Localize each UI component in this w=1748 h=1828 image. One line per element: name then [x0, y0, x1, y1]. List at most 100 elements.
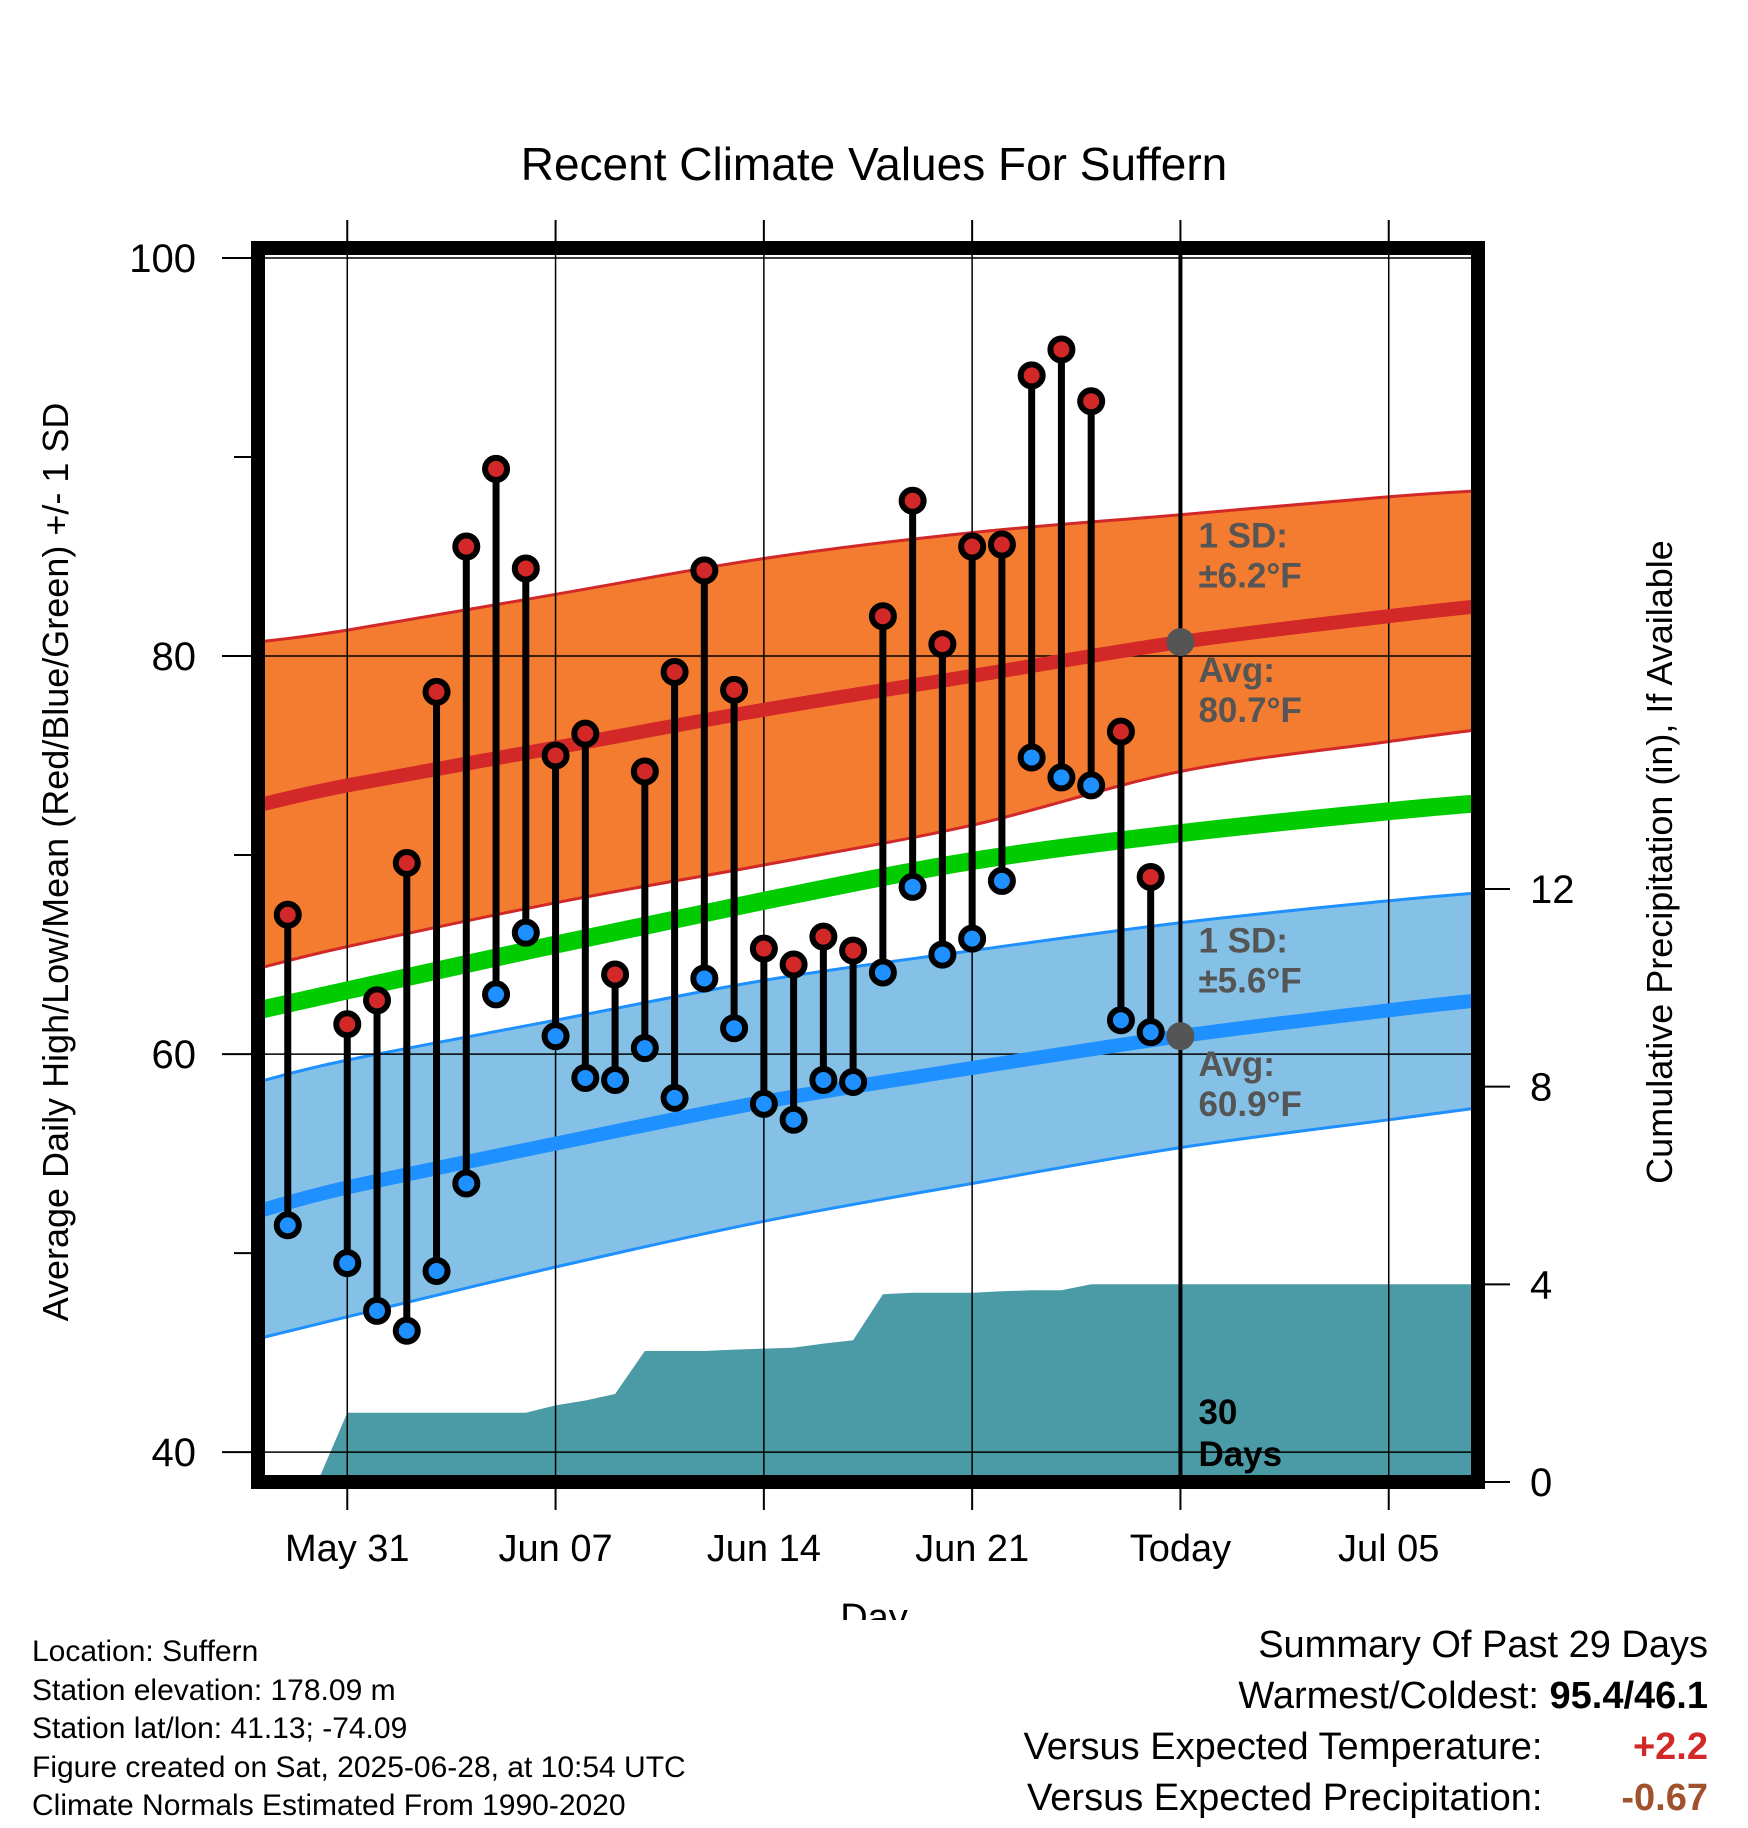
x-axis-label: Day — [840, 1597, 908, 1620]
observed-low-marker — [690, 964, 719, 993]
annotation-label-top: Avg: — [1198, 1045, 1274, 1084]
low-sd-band — [258, 892, 1478, 1339]
observed-low-marker — [1106, 1006, 1135, 1035]
observed-high-marker — [1106, 717, 1135, 746]
y-tick-label-left: 100 — [129, 237, 196, 281]
summary-panel: Summary Of Past 29 Days Warmest/Coldest:… — [1024, 1620, 1708, 1824]
x-tick-label: Jun 07 — [499, 1528, 613, 1570]
precipitation-area — [258, 1284, 1478, 1482]
observed-low-marker — [273, 1211, 302, 1240]
observed-low-marker — [1136, 1018, 1165, 1047]
observed-low-marker — [601, 1065, 630, 1094]
today-low-normal-marker — [1166, 1022, 1195, 1051]
observed-low-marker — [898, 872, 927, 901]
observed-low-marker — [660, 1083, 689, 1112]
observed-low-marker — [749, 1089, 778, 1118]
x-tick-label: Jul 05 — [1338, 1528, 1439, 1570]
observed-high-marker — [779, 950, 808, 979]
chart-title: Recent Climate Values For Suffern — [521, 138, 1228, 190]
observed-low-marker — [987, 866, 1016, 895]
x-tick-label: Jun 14 — [707, 1528, 821, 1570]
observed-low-marker — [541, 1022, 570, 1051]
annotation-label-top: 30 — [1198, 1393, 1237, 1432]
observed-low-marker — [571, 1063, 600, 1092]
observed-low-marker — [392, 1316, 421, 1345]
summary-temp-label: Versus Expected Temperature: — [1023, 1726, 1543, 1768]
summary-warm-cold-label: Warmest/Coldest: — [1238, 1675, 1539, 1717]
info-latlon: Station lat/lon: 41.13; -74.09 — [32, 1712, 408, 1745]
y-axis-label-right: Cumulative Precipitation (in), If Availa… — [1639, 540, 1680, 1184]
observed-high-marker — [630, 757, 659, 786]
observed-low-marker — [1047, 763, 1076, 792]
annotation-label-top: Avg: — [1198, 651, 1274, 690]
plot-frame — [251, 241, 1485, 1489]
y-tick-label-left: 60 — [152, 1033, 197, 1077]
observed-high-marker — [273, 900, 302, 929]
observed-low-marker — [630, 1034, 659, 1063]
high-sd-upper-line — [258, 489, 1478, 644]
annotation-label-bottom: 60.9°F — [1198, 1085, 1302, 1124]
annotation-label-top: 1 SD: — [1198, 922, 1287, 961]
observed-low-marker — [482, 980, 511, 1009]
x-tick-label: Jun 21 — [915, 1528, 1029, 1570]
observed-low-marker — [1077, 771, 1106, 800]
observed-low-marker — [333, 1249, 362, 1278]
observed-low-marker — [958, 924, 987, 953]
observed-high-marker — [928, 630, 957, 659]
info-created: Figure created on Sat, 2025-06-28, at 10… — [32, 1750, 686, 1784]
observed-high-marker — [333, 1010, 362, 1039]
info-elevation: Station elevation: 178.09 m — [32, 1673, 396, 1707]
annotation-label-bottom: ±6.2°F — [1198, 557, 1301, 596]
observed-low-marker — [511, 918, 540, 947]
annotation-label-top: 1 SD: — [1198, 517, 1287, 556]
observed-high-marker — [363, 986, 392, 1015]
observed-low-marker — [839, 1067, 868, 1096]
observed-high-marker — [511, 554, 540, 583]
summary-temp-value: +2.2 — [1632, 1726, 1708, 1768]
summary-title: Summary Of Past 29 Days — [1258, 1624, 1708, 1666]
observed-low-marker — [928, 940, 957, 969]
annotation-label-bottom: ±5.6°F — [1198, 962, 1301, 1001]
y-tick-label-right: 0 — [1530, 1461, 1552, 1505]
summary-temp-row: Versus Expected Temperature: +2.2 — [1024, 1722, 1708, 1773]
observed-low-marker — [1017, 743, 1046, 772]
annotation-label-bottom: 80.7°F — [1198, 691, 1302, 730]
observed-high-marker — [1136, 862, 1165, 891]
y-tick-label-right: 8 — [1530, 1066, 1552, 1110]
observed-high-marker — [1077, 387, 1106, 416]
observed-low-marker — [809, 1065, 838, 1094]
today-high-normal-marker — [1166, 628, 1195, 657]
station-info: Location: Suffern Station elevation: 178… — [32, 1633, 686, 1826]
x-tick-label: May 31 — [285, 1528, 410, 1570]
observed-low-marker — [779, 1105, 808, 1134]
observed-high-marker — [720, 675, 749, 704]
normal-high-line — [258, 599, 1478, 813]
observed-high-marker — [1047, 335, 1076, 364]
observed-low-marker — [363, 1296, 392, 1325]
y-tick-label-right: 12 — [1530, 868, 1575, 912]
observed-high-marker — [1017, 361, 1046, 390]
observed-high-marker — [809, 922, 838, 951]
observed-high-marker — [749, 934, 778, 963]
summary-warm-cold-row: Warmest/Coldest: 95.4/46.1 — [1024, 1671, 1708, 1722]
summary-precip-row: Versus Expected Precipitation: -0.67 — [1024, 1773, 1708, 1824]
high-sd-band — [258, 490, 1478, 969]
observed-low-marker — [868, 958, 897, 987]
observed-high-marker — [422, 677, 451, 706]
summary-precip-value: -0.67 — [1621, 1777, 1708, 1819]
climate-chart: Recent Climate Values For Suffern Averag… — [35, 138, 1680, 1620]
observed-high-marker — [660, 657, 689, 686]
info-normals: Climate Normals Estimated From 1990-2020 — [32, 1789, 626, 1822]
observed-high-marker — [392, 849, 421, 878]
y-axis-label-left: Average Daily High/Low/Mean (Red/Blue/Gr… — [35, 403, 76, 1322]
observed-high-marker — [541, 741, 570, 770]
observed-low-marker — [422, 1257, 451, 1286]
observed-high-marker — [898, 486, 927, 515]
observed-high-marker — [987, 530, 1016, 559]
observed-low-marker — [452, 1169, 481, 1198]
observed-low-marker — [720, 1014, 749, 1043]
observed-high-marker — [958, 532, 987, 561]
observed-high-marker — [482, 454, 511, 483]
